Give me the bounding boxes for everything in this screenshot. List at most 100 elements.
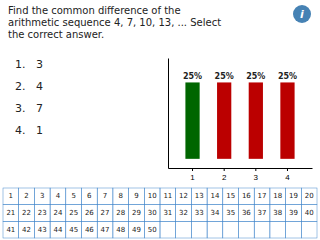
table-cell — [19, 205, 35, 222]
table-cell — [270, 205, 286, 222]
x-tick-label: 1 — [190, 173, 195, 182]
table-number: 14 — [210, 192, 219, 200]
table-number: 49 — [132, 226, 141, 234]
table-cell — [176, 221, 192, 238]
table-number: 43 — [38, 226, 47, 234]
table-cell — [239, 205, 255, 222]
table-cell — [223, 188, 239, 205]
chart: Find the common difference of thearithme… — [0, 0, 320, 240]
data-label: 25% — [215, 72, 234, 81]
table-cell — [207, 188, 223, 205]
table-cell — [239, 188, 255, 205]
table-cell — [144, 221, 160, 238]
table-cell — [34, 188, 50, 205]
table-cell — [223, 221, 239, 238]
table-cell — [191, 221, 207, 238]
table-cell — [97, 188, 113, 205]
table-cell — [254, 221, 270, 238]
x-tick-mark — [192, 168, 193, 171]
table-number: 37 — [258, 209, 267, 217]
table-number: 41 — [6, 226, 15, 234]
table-number: 21 — [6, 209, 15, 217]
data-labels: 25%25%25%25% — [183, 72, 297, 81]
table-cell — [50, 205, 66, 222]
title: Find the common difference of thearithme… — [8, 5, 221, 40]
table-number: 26 — [85, 209, 94, 217]
table-number: 3 — [40, 192, 44, 200]
table-number: 2 — [24, 192, 28, 200]
y-axis-line — [168, 59, 169, 169]
table-number: 36 — [242, 209, 251, 217]
table-number: 39 — [289, 209, 298, 217]
table-number: 30 — [148, 209, 157, 217]
table-number: 10 — [148, 192, 157, 200]
table-number: 45 — [69, 226, 78, 234]
table-cell — [97, 205, 113, 222]
info-icon-label: i — [300, 8, 304, 21]
table-number: 44 — [53, 226, 62, 234]
table-number: 8 — [119, 192, 123, 200]
table-number: 13 — [195, 192, 204, 200]
table-number: 38 — [273, 209, 282, 217]
table-cell — [82, 188, 98, 205]
table-cell — [207, 205, 223, 222]
table-number: 4 — [56, 192, 61, 200]
table-cell — [301, 205, 317, 222]
table-cell — [3, 188, 19, 205]
table-number: 6 — [87, 192, 92, 200]
table-cell — [286, 221, 302, 238]
table-cell — [50, 188, 66, 205]
table-cell — [160, 205, 176, 222]
table-number: 17 — [258, 192, 267, 200]
x-tick: 4 — [285, 168, 290, 182]
table-number: 7 — [103, 192, 107, 200]
table-cell — [144, 205, 160, 222]
table-cell — [207, 221, 223, 238]
title-line: arithmetic sequence 4, 7, 10, 13, ... Se… — [8, 17, 221, 28]
bar — [217, 82, 231, 158]
table-number: 11 — [163, 192, 172, 200]
table-cell — [160, 188, 176, 205]
table-number: 20 — [305, 192, 314, 200]
table-cell — [129, 188, 145, 205]
x-tick-label: 2 — [222, 173, 227, 182]
table-number: 27 — [101, 209, 110, 217]
table-cell — [19, 188, 35, 205]
x-axis-line — [169, 168, 313, 169]
table-cell — [113, 221, 129, 238]
table-cell — [301, 221, 317, 238]
table-cell — [286, 205, 302, 222]
table-cell — [191, 205, 207, 222]
choice: 2. 4 — [15, 80, 43, 93]
table-number: 46 — [85, 226, 94, 234]
table-number: 28 — [116, 209, 125, 217]
table-cell — [82, 221, 98, 238]
table-cell — [50, 221, 66, 238]
table-number: 12 — [179, 192, 188, 200]
table-number: 25 — [69, 209, 78, 217]
table-number: 22 — [22, 209, 31, 217]
table-cell — [160, 221, 176, 238]
table-cell — [239, 221, 255, 238]
table-number: 48 — [116, 226, 125, 234]
table-cell — [34, 205, 50, 222]
table-number: 32 — [179, 209, 188, 217]
table-cell — [3, 205, 19, 222]
table-number: 5 — [71, 192, 75, 200]
x-tick: 3 — [254, 168, 259, 182]
data-label: 25% — [278, 72, 297, 81]
data-label: 25% — [183, 72, 202, 81]
table-number: 34 — [210, 209, 219, 217]
table-cell — [176, 205, 192, 222]
table-cell — [254, 205, 270, 222]
table-cell — [270, 188, 286, 205]
choice: 1. 3 — [15, 58, 43, 71]
table-number: 9 — [134, 192, 138, 200]
table-cell — [301, 188, 317, 205]
table-number: 47 — [101, 226, 110, 234]
table-number: 18 — [273, 192, 282, 200]
table-cell — [19, 221, 35, 238]
table-cell — [286, 188, 302, 205]
table-cell — [113, 188, 129, 205]
info-icon-circle — [293, 5, 311, 23]
